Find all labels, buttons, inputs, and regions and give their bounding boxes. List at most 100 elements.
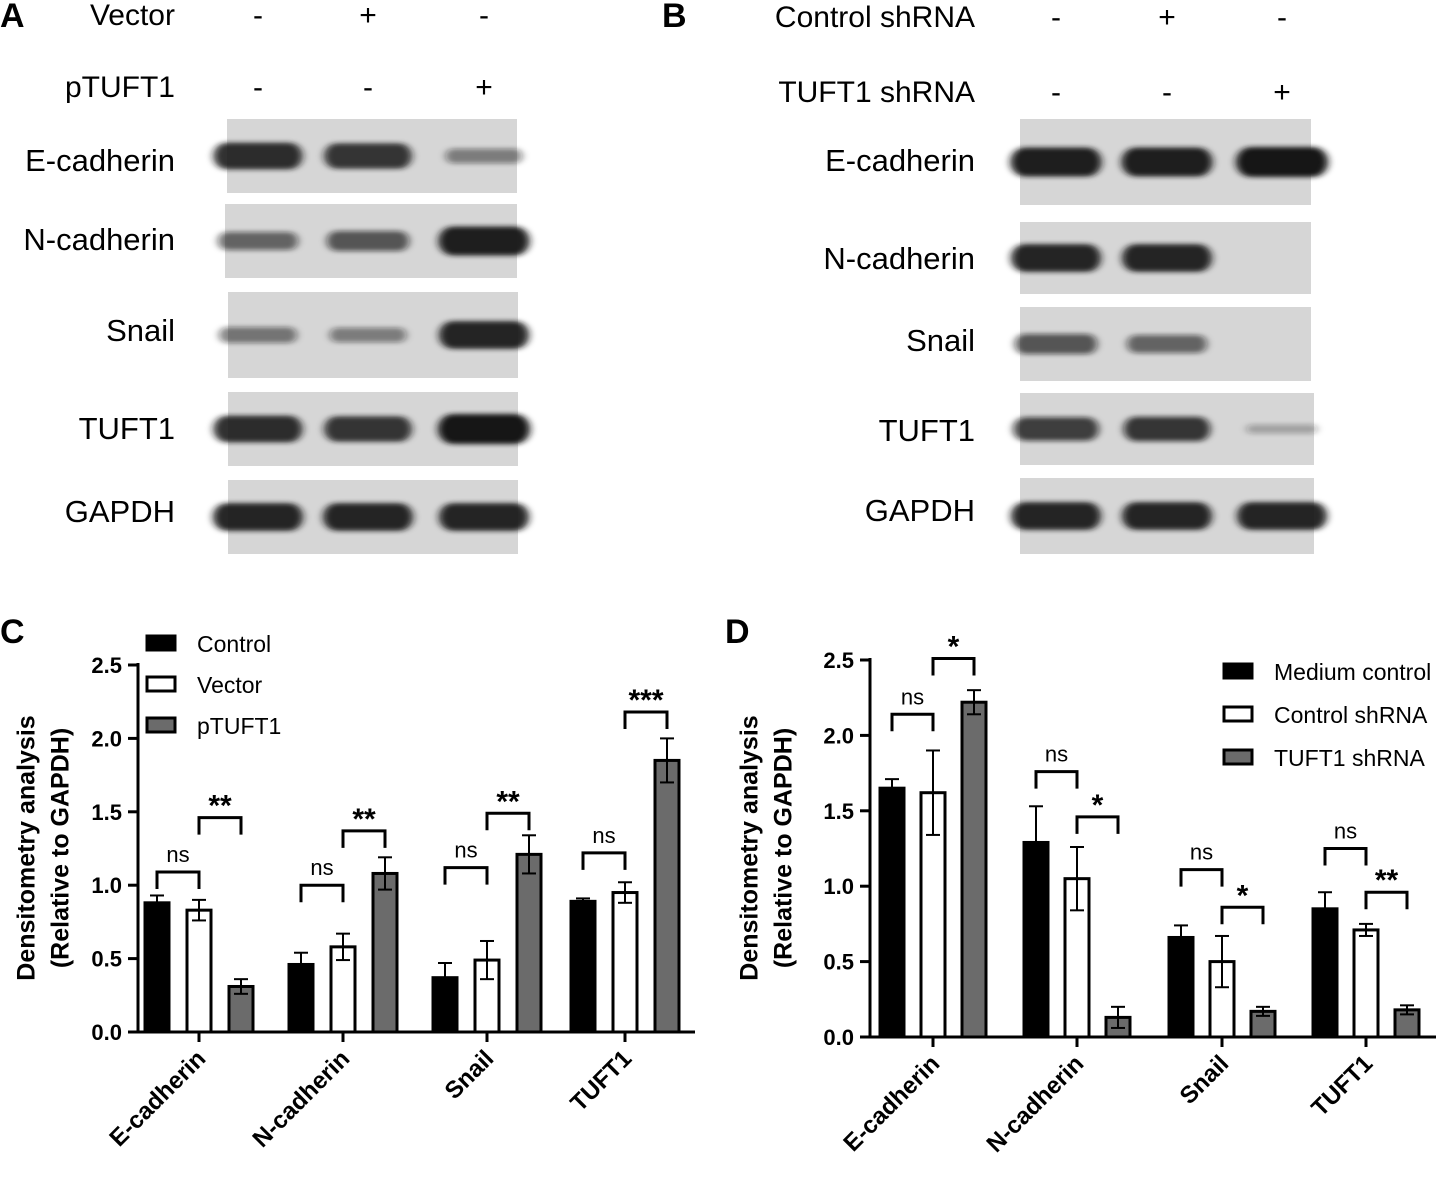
protein-label: Snail (906, 323, 975, 358)
blot-band (323, 503, 413, 531)
panel-label: A (0, 0, 25, 35)
significance-bracket (443, 866, 489, 885)
condition-mark: - (1051, 76, 1061, 109)
condition-label: TUFT1 shRNA (778, 76, 975, 109)
protein-label: GAPDH (865, 493, 975, 528)
significance-label: ns (1045, 742, 1068, 767)
y-tick-label: 2.5 (823, 648, 854, 673)
significance-label: * (1237, 879, 1249, 912)
y-axis-title: Densitometry analysis (13, 715, 41, 980)
blot-band (1122, 502, 1212, 530)
legend-label: Control shRNA (1274, 702, 1428, 728)
x-tick-label: N-cadherin (248, 1045, 356, 1153)
significance-label: ns (1190, 840, 1213, 865)
bar (611, 891, 639, 1034)
blot-band (324, 143, 412, 169)
bar (1311, 907, 1339, 1039)
blot-band (213, 142, 303, 170)
significance-label: ns (901, 684, 924, 709)
protein-label: E-cadherin (825, 143, 975, 178)
panel-label: B (662, 0, 687, 35)
y-axis-title: Densitometry analysis (736, 715, 764, 980)
protein-label: TUFT1 (79, 411, 175, 446)
significance-bracket (341, 829, 387, 848)
y-tick-label: 1.5 (823, 799, 854, 824)
chart-panel-d: D Densitometry analysis (Relative to GAPDH… (725, 613, 1436, 1158)
blot-band (219, 327, 297, 343)
significance-label: ns (1334, 819, 1357, 844)
blot-band (1237, 502, 1327, 530)
condition-label: Control shRNA (775, 1, 975, 34)
y-tick-label: 0.5 (91, 947, 122, 972)
condition-label: pTUFT1 (65, 71, 175, 104)
legend-swatch (1222, 705, 1254, 723)
bar (185, 908, 213, 1034)
western-blot-panels: A Vector - + - pTUFT1 - - + E-cadherin N-cadherin S… (0, 0, 1328, 554)
bar (1167, 935, 1195, 1039)
blot-band (218, 232, 298, 250)
blot-band (1011, 502, 1101, 530)
significance-bracket (197, 816, 243, 835)
condition-mark: + (475, 71, 493, 104)
bar (569, 899, 597, 1034)
condition-mark: - (1277, 1, 1287, 34)
significance-bracket (1220, 905, 1265, 925)
protein-label: Snail (106, 313, 175, 348)
significance-label: * (948, 630, 960, 663)
panel-label: C (0, 613, 25, 651)
significance-bracket (581, 851, 627, 870)
y-tick-label: 2.0 (91, 726, 122, 751)
protein-label: N-cadherin (823, 241, 975, 276)
y-tick-label: 0.0 (91, 1020, 122, 1045)
x-tick-label: TUFT1 (1306, 1050, 1378, 1122)
significance-bracket (1075, 815, 1120, 834)
y-tick-label: 1.5 (91, 800, 122, 825)
x-tick-label: Snail (1175, 1050, 1235, 1110)
significance-label: ns (454, 838, 477, 863)
x-tick-label: TUFT1 (565, 1045, 637, 1117)
blot-band (1123, 416, 1211, 442)
blot-band (439, 321, 529, 349)
legend-swatch (1222, 748, 1254, 766)
condition-label: Vector (90, 0, 175, 32)
significance-label: ** (352, 803, 376, 836)
legend-label: Vector (197, 672, 263, 698)
condition-mark: - (1051, 1, 1061, 34)
blot-band (1014, 333, 1098, 355)
legend-label: pTUFT1 (197, 713, 281, 739)
significance-label: *** (628, 684, 663, 717)
significance-label: ns (310, 855, 333, 880)
condition-mark: - (253, 71, 263, 104)
blot-panel-b: B Control shRNA - + - TUFT1 shRNA - - + E-cadheri… (662, 0, 1328, 554)
blot-band (1246, 424, 1318, 434)
x-tick-label: E-cadherin (838, 1050, 945, 1157)
blot-band (213, 415, 303, 443)
significance-bracket (299, 883, 345, 903)
bar (960, 700, 988, 1039)
significance-bracket (1034, 770, 1079, 789)
y-axis-title: (Relative to GAPDH) (770, 728, 798, 968)
y-tick-label: 2.0 (823, 723, 854, 748)
blot-band (326, 230, 410, 252)
protein-label: E-cadherin (25, 143, 175, 178)
x-tick-label: Snail (440, 1045, 500, 1105)
legend-swatch (145, 634, 177, 652)
y-axis-title: (Relative to GAPDH) (47, 728, 75, 968)
blot-panel-a: A Vector - + - pTUFT1 - - + E-cadherin N-cadherin S… (0, 0, 530, 554)
significance-bracket (1364, 890, 1409, 910)
legend-label: TUFT1 shRNA (1274, 745, 1425, 771)
legend-swatch (1222, 662, 1254, 680)
blot-band (213, 503, 303, 531)
blot-band (324, 416, 412, 442)
bar (371, 871, 399, 1034)
blot-band (329, 327, 407, 343)
bar (878, 786, 906, 1039)
significance-label: ** (1375, 864, 1399, 897)
significance-bracket (1179, 868, 1224, 887)
legend-swatch (145, 675, 177, 693)
condition-mark: - (363, 71, 373, 104)
legend-label: Control (197, 631, 271, 657)
y-tick-label: 2.5 (91, 653, 122, 678)
